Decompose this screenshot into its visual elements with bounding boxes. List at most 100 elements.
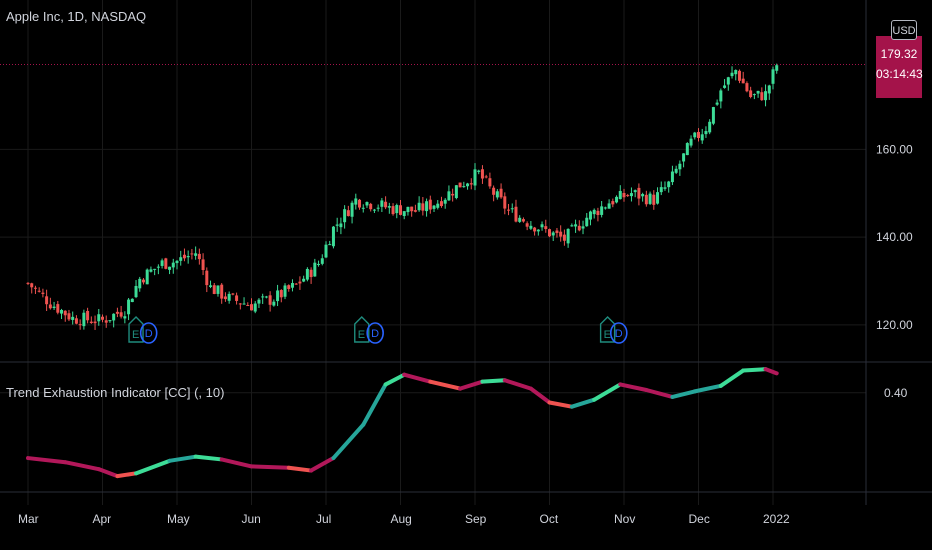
candle	[492, 185, 496, 202]
candle-body	[56, 304, 60, 313]
candle	[439, 196, 443, 208]
dividend-marker[interactable]: D	[139, 322, 158, 344]
candle	[570, 223, 574, 227]
currency-button[interactable]: USD	[891, 20, 917, 40]
candle-body	[585, 217, 589, 227]
candle-body	[622, 193, 626, 198]
candle-body	[611, 201, 615, 205]
candle-body	[410, 206, 414, 212]
candle-body	[339, 223, 343, 228]
candle-body	[45, 296, 49, 305]
candle	[548, 228, 551, 238]
indicator-segment	[134, 458, 172, 476]
candle	[380, 197, 384, 212]
candle-body	[600, 206, 604, 215]
earnings-marker[interactable]: E	[354, 316, 370, 343]
candle-body	[82, 312, 86, 327]
candle	[637, 183, 641, 206]
indicator-segment	[692, 383, 723, 394]
candle-body	[358, 199, 362, 208]
candle-body	[309, 269, 313, 278]
candle-body	[723, 85, 727, 88]
pane-divider[interactable]	[0, 0, 932, 505]
candle	[402, 211, 406, 220]
candle-body	[548, 229, 551, 237]
candle	[723, 79, 727, 89]
candle-body	[775, 65, 779, 71]
earnings-marker[interactable]: E	[128, 316, 144, 343]
candle	[466, 182, 470, 190]
candle	[544, 219, 548, 233]
candle-body	[544, 226, 548, 230]
candle	[480, 165, 484, 184]
dividend-marker-shape	[366, 322, 384, 344]
candle-body	[74, 318, 78, 324]
time-tick-label: Jun	[242, 512, 261, 526]
candle	[86, 307, 90, 324]
candle-body	[246, 305, 250, 307]
candle-body	[626, 195, 630, 197]
time-tick-label: Apr	[93, 512, 112, 526]
candle	[190, 248, 194, 260]
candle	[603, 206, 607, 210]
candle-body	[89, 321, 93, 323]
candle	[127, 297, 131, 321]
candle-body	[168, 266, 172, 270]
candle	[328, 240, 332, 246]
candle-body	[488, 178, 492, 187]
candle	[220, 283, 224, 304]
earnings-marker[interactable]: E	[599, 316, 616, 343]
candle	[33, 285, 37, 295]
time-axis[interactable]: Mar Apr May Jun Jul Aug Sep Oct Nov Dec 2022	[18, 512, 790, 526]
candle	[764, 84, 768, 107]
candle-body	[559, 231, 563, 237]
candle	[596, 207, 600, 222]
dividend-marker[interactable]: D	[609, 322, 628, 344]
candle	[521, 217, 525, 223]
indicator-segment	[763, 367, 779, 376]
candle	[689, 135, 693, 148]
candle	[775, 63, 779, 74]
candle	[514, 199, 518, 223]
dividend-marker[interactable]: D	[366, 322, 384, 344]
candle-body	[726, 77, 730, 85]
candle	[425, 198, 429, 217]
indicator-segment	[249, 464, 291, 470]
last-price-badge: 179.32 03:14:43	[876, 36, 923, 98]
candle	[644, 190, 648, 207]
candle	[52, 301, 56, 310]
price-tick-label: 160.00	[876, 142, 913, 156]
candle	[250, 298, 253, 311]
bar-countdown: 03:14:43	[876, 67, 923, 81]
candle-body	[749, 90, 753, 97]
candle-body	[194, 253, 198, 256]
candle	[507, 203, 511, 216]
candle	[715, 99, 719, 106]
candle	[123, 311, 127, 324]
candle	[555, 227, 559, 238]
candle	[633, 189, 637, 198]
price-axis[interactable]: 120.00 140.00 160.00 0.40	[876, 142, 913, 399]
candle	[26, 282, 30, 286]
indicator-segment	[309, 456, 336, 473]
candle	[309, 267, 313, 284]
candle-body	[413, 210, 417, 212]
candle-body	[209, 285, 213, 287]
candle-body	[562, 234, 566, 241]
candle	[730, 66, 734, 79]
candle	[235, 292, 239, 305]
candle-body	[432, 205, 436, 209]
candle-body	[678, 163, 682, 170]
last-price-value: 179.32	[880, 47, 918, 61]
candle-body	[756, 90, 760, 94]
candle	[160, 258, 164, 269]
candle	[261, 293, 265, 304]
candle	[179, 250, 183, 266]
indicator-tick-label: 0.40	[884, 386, 908, 400]
dividend-marker-label: D	[615, 328, 623, 340]
candle	[454, 185, 458, 200]
indicator-segment	[63, 460, 101, 472]
candle	[562, 229, 566, 246]
